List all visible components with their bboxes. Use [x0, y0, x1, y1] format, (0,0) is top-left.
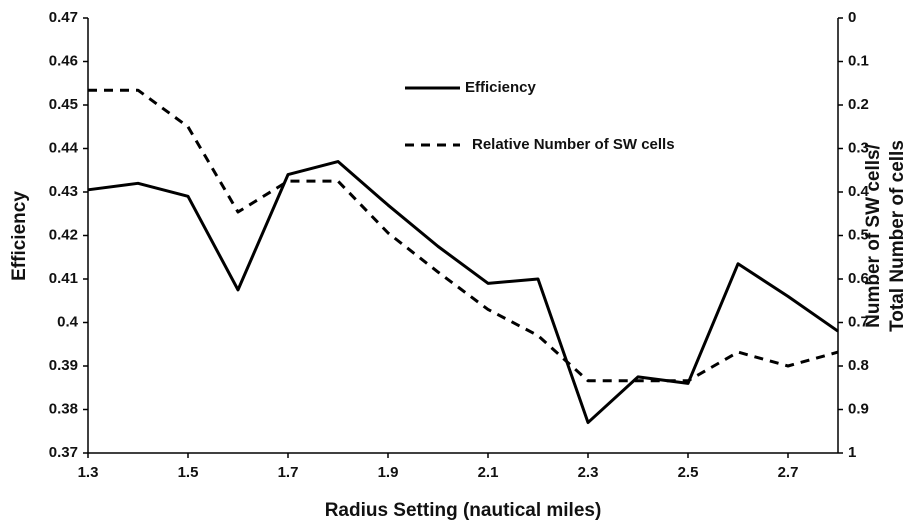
y-tick-label: 0.41	[49, 270, 78, 287]
x-tick-label: 1.3	[78, 464, 99, 481]
y2-tick-label: 0	[848, 9, 856, 26]
x-tick-label: 2.7	[778, 464, 799, 481]
x-tick-label: 2.1	[478, 464, 499, 481]
y2-tick-label: 0.3	[848, 139, 869, 156]
y2-tick-label: 0.8	[848, 357, 869, 374]
y-tick-label: 0.38	[49, 400, 78, 417]
y2-tick-label: 0.1	[848, 52, 869, 69]
y2-axis-label: Number of SW cells/	[863, 143, 884, 327]
y-tick-label: 0.42	[49, 226, 78, 243]
y2-tick-label: 0.9	[848, 400, 869, 417]
x-tick-label: 1.7	[278, 464, 299, 481]
y2-tick-label: 0.4	[848, 183, 870, 200]
y-tick-label: 0.45	[49, 96, 78, 113]
y2-tick-label: 0.6	[848, 270, 869, 287]
y2-tick-label: 0.5	[848, 226, 869, 243]
y2-axis-label: Total Number of cells	[887, 140, 908, 332]
x-tick-label: 2.5	[678, 464, 699, 481]
legend-label: Relative Number of SW cells	[472, 136, 675, 153]
x-tick-label: 1.5	[178, 464, 199, 481]
legend-label: Efficiency	[465, 79, 537, 96]
y-tick-label: 0.43	[49, 183, 78, 200]
y2-tick-label: 0.2	[848, 96, 869, 113]
y2-tick-label: 1	[848, 444, 856, 461]
y-tick-label: 0.4	[57, 313, 79, 330]
y-axis-label: Efficiency	[9, 191, 30, 281]
data-line	[88, 88, 839, 383]
x-axis-label: Radius Setting (nautical miles)	[325, 500, 602, 521]
y-tick-label: 0.37	[49, 444, 78, 461]
data-line	[87, 160, 839, 425]
y-tick-label: 0.46	[49, 52, 78, 69]
y-tick-label: 0.47	[49, 9, 78, 26]
y-tick-label: 0.39	[49, 357, 78, 374]
x-tick-label: 2.3	[578, 464, 599, 481]
y2-tick-label: 0.7	[848, 313, 869, 330]
x-tick-label: 1.9	[378, 464, 399, 481]
y-tick-label: 0.44	[49, 139, 79, 156]
